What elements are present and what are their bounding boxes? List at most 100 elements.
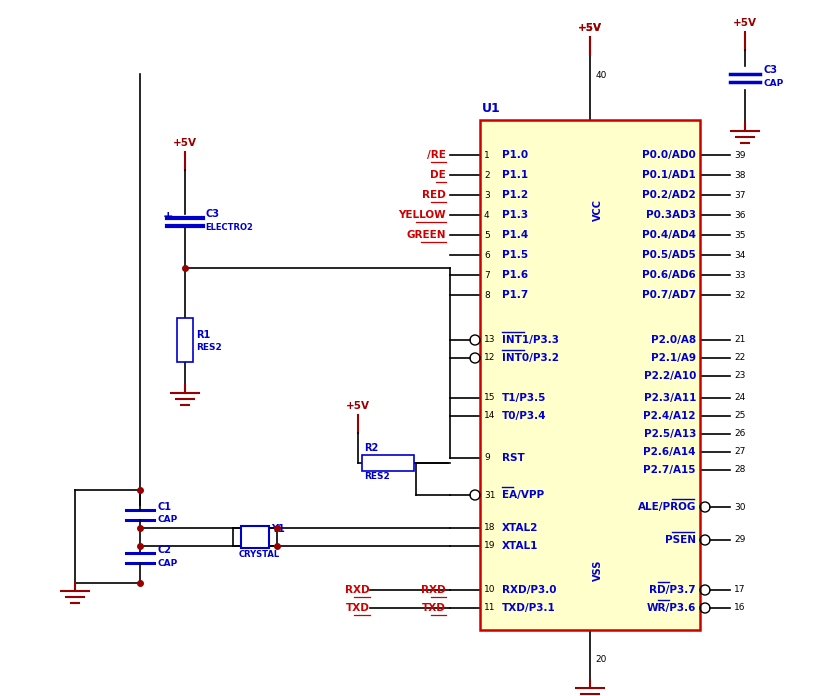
Text: 31: 31 [484, 491, 496, 500]
Text: 7: 7 [484, 271, 490, 280]
Text: TXD: TXD [346, 603, 370, 613]
Text: C2: C2 [157, 545, 171, 555]
Text: C1: C1 [157, 502, 171, 512]
Text: 21: 21 [734, 335, 745, 345]
Bar [362, 455, 414, 471]
Text: 4: 4 [484, 210, 489, 219]
Text: 36: 36 [734, 210, 746, 219]
Text: +5V: +5V [346, 401, 370, 411]
Text: RES2: RES2 [364, 472, 389, 481]
Text: U1: U1 [482, 102, 501, 115]
Text: 13: 13 [484, 335, 496, 345]
Text: T1/P3.5: T1/P3.5 [502, 393, 546, 403]
Text: 18: 18 [484, 523, 496, 532]
Text: P1.1: P1.1 [502, 170, 528, 180]
Text: C3: C3 [764, 65, 778, 75]
Text: 27: 27 [734, 448, 745, 457]
Text: CAP: CAP [764, 79, 785, 88]
Text: WR/P3.6: WR/P3.6 [647, 603, 696, 613]
Text: P0.0/AD0: P0.0/AD0 [642, 150, 696, 160]
Text: 26: 26 [734, 429, 745, 438]
Text: P0.5/AD5: P0.5/AD5 [642, 250, 696, 260]
Text: P0.6/AD6: P0.6/AD6 [642, 270, 696, 280]
Bar [480, 120, 700, 630]
Text: P2.2/A10: P2.2/A10 [644, 371, 696, 381]
Text: 32: 32 [734, 290, 745, 299]
Text: 37: 37 [734, 191, 746, 200]
Text: P1.3: P1.3 [502, 210, 528, 220]
Text: Y1: Y1 [271, 524, 285, 534]
Text: C3: C3 [205, 209, 219, 219]
Text: INT0/P3.2: INT0/P3.2 [502, 353, 559, 363]
Text: 14: 14 [484, 411, 495, 420]
Text: P0.2/AD2: P0.2/AD2 [642, 190, 696, 200]
Text: P2.0/A8: P2.0/A8 [651, 335, 696, 345]
Text: 34: 34 [734, 251, 745, 260]
Text: 38: 38 [734, 171, 746, 180]
Text: +5V: +5V [733, 18, 757, 28]
Text: GREEN: GREEN [407, 230, 446, 240]
Text: INT1/P3.3: INT1/P3.3 [502, 335, 559, 345]
Text: 11: 11 [484, 603, 496, 612]
Text: TXD: TXD [422, 603, 446, 613]
Text: PSEN: PSEN [665, 535, 696, 545]
Text: YELLOW: YELLOW [398, 210, 446, 220]
Text: 10: 10 [484, 585, 496, 594]
Text: R2: R2 [364, 443, 378, 453]
Text: +5V: +5V [578, 23, 602, 33]
Text: 24: 24 [734, 393, 745, 402]
Text: P2.6/A14: P2.6/A14 [644, 447, 696, 457]
Text: P1.5: P1.5 [502, 250, 528, 260]
Text: CAP: CAP [157, 516, 177, 525]
Text: 15: 15 [484, 393, 496, 402]
Text: P2.3/A11: P2.3/A11 [644, 393, 696, 403]
Text: RXD/P3.0: RXD/P3.0 [502, 585, 557, 595]
Text: +5V: +5V [173, 138, 197, 148]
Text: 25: 25 [734, 411, 745, 420]
Text: RXD: RXD [422, 585, 446, 595]
Text: RST: RST [502, 453, 525, 463]
Text: P1.7: P1.7 [502, 290, 528, 300]
Text: 20: 20 [595, 656, 606, 665]
Text: 35: 35 [734, 230, 746, 239]
Text: P0.4/AD4: P0.4/AD4 [642, 230, 696, 240]
Text: 12: 12 [484, 354, 495, 363]
Text: P1.4: P1.4 [502, 230, 528, 240]
Text: T0/P3.4: T0/P3.4 [502, 411, 546, 421]
Text: 19: 19 [484, 541, 496, 551]
Text: DE: DE [431, 170, 446, 180]
Text: 1: 1 [484, 150, 490, 159]
Text: 2: 2 [484, 171, 489, 180]
Text: RXD: RXD [346, 585, 370, 595]
Text: P1.6: P1.6 [502, 270, 528, 280]
Text: P2.7/A15: P2.7/A15 [644, 465, 696, 475]
Bar [177, 318, 193, 362]
Text: 40: 40 [596, 70, 607, 79]
Text: 30: 30 [734, 503, 746, 512]
Text: ELECTRO2: ELECTRO2 [205, 223, 253, 232]
Text: 28: 28 [734, 466, 745, 475]
Text: EA/VPP: EA/VPP [502, 490, 544, 500]
Text: 33: 33 [734, 271, 746, 280]
Text: 17: 17 [734, 585, 746, 594]
Bar [241, 526, 269, 548]
Text: 8: 8 [484, 290, 490, 299]
Text: /RE: /RE [427, 150, 446, 160]
Text: R1: R1 [196, 330, 210, 340]
Text: ALE/PROG: ALE/PROG [638, 502, 696, 512]
Text: CAP: CAP [157, 558, 177, 567]
Text: CRYSTAL: CRYSTAL [239, 550, 280, 559]
Text: P0.3AD3: P0.3AD3 [646, 210, 696, 220]
Text: 3: 3 [484, 191, 490, 200]
Text: +5V: +5V [578, 23, 602, 33]
Text: P1.2: P1.2 [502, 190, 528, 200]
Text: 39: 39 [734, 150, 746, 159]
Text: XTAL1: XTAL1 [502, 541, 539, 551]
Text: VSS: VSS [593, 560, 603, 580]
Text: P1.0: P1.0 [502, 150, 528, 160]
Text: TXD/P3.1: TXD/P3.1 [502, 603, 556, 613]
Text: P0.1/AD1: P0.1/AD1 [642, 170, 696, 180]
Text: 9: 9 [484, 454, 490, 463]
Text: P2.5/A13: P2.5/A13 [644, 429, 696, 439]
Text: P2.4/A12: P2.4/A12 [644, 411, 696, 421]
